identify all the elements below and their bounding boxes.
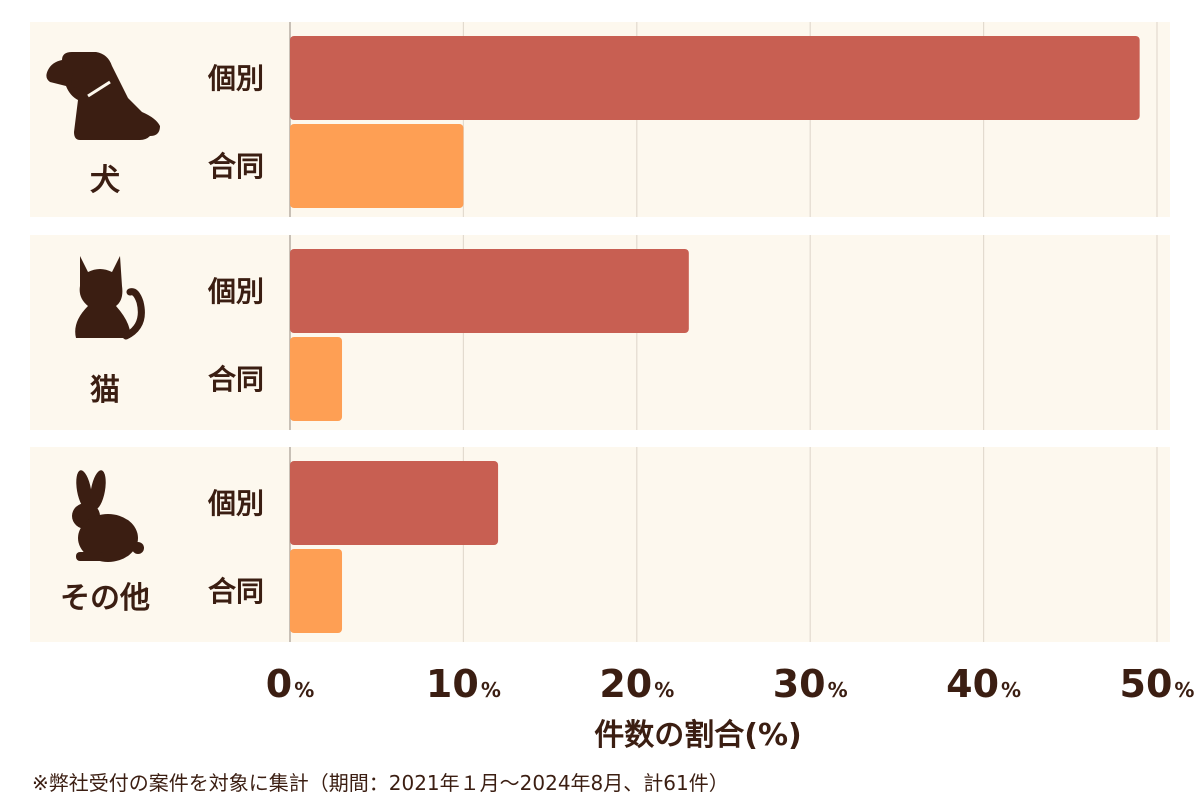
tick-label: 20% <box>599 662 674 706</box>
bar-label: 合同 <box>208 575 264 608</box>
tick-label: 0% <box>266 662 315 706</box>
bar <box>290 249 689 333</box>
bar <box>290 337 343 421</box>
cat-icon <box>75 256 145 340</box>
dog-icon <box>46 52 160 140</box>
bar <box>290 124 464 208</box>
x-axis-title: 件数の割合(%) <box>594 718 801 753</box>
bar-label: 合同 <box>208 363 264 396</box>
category-label: 猫 <box>90 373 120 408</box>
tick-label: 10% <box>426 662 501 706</box>
bar-label: 合同 <box>208 150 264 183</box>
group-panel <box>30 447 1170 642</box>
icons <box>46 52 160 562</box>
footnote: ※弊社受付の案件を対象に集計（期間：2021年１月〜2024年8月、計61件） <box>32 771 729 795</box>
bar-label: 個別 <box>207 62 264 95</box>
bar-label: 個別 <box>207 487 264 520</box>
rabbit-icon <box>72 470 144 562</box>
bar <box>290 549 343 633</box>
x-axis-ticks: 0% 10% 20% 30% 40% 50% <box>266 662 1195 706</box>
tick-label: 40% <box>946 662 1021 706</box>
tick-label: 30% <box>773 662 848 706</box>
bars <box>290 36 1140 633</box>
category-label: 犬 <box>90 163 120 198</box>
category-label: その他 <box>60 581 150 616</box>
bar <box>290 461 499 545</box>
tick-label: 50% <box>1120 662 1195 706</box>
bar <box>290 36 1140 120</box>
bar-label: 個別 <box>207 275 264 308</box>
